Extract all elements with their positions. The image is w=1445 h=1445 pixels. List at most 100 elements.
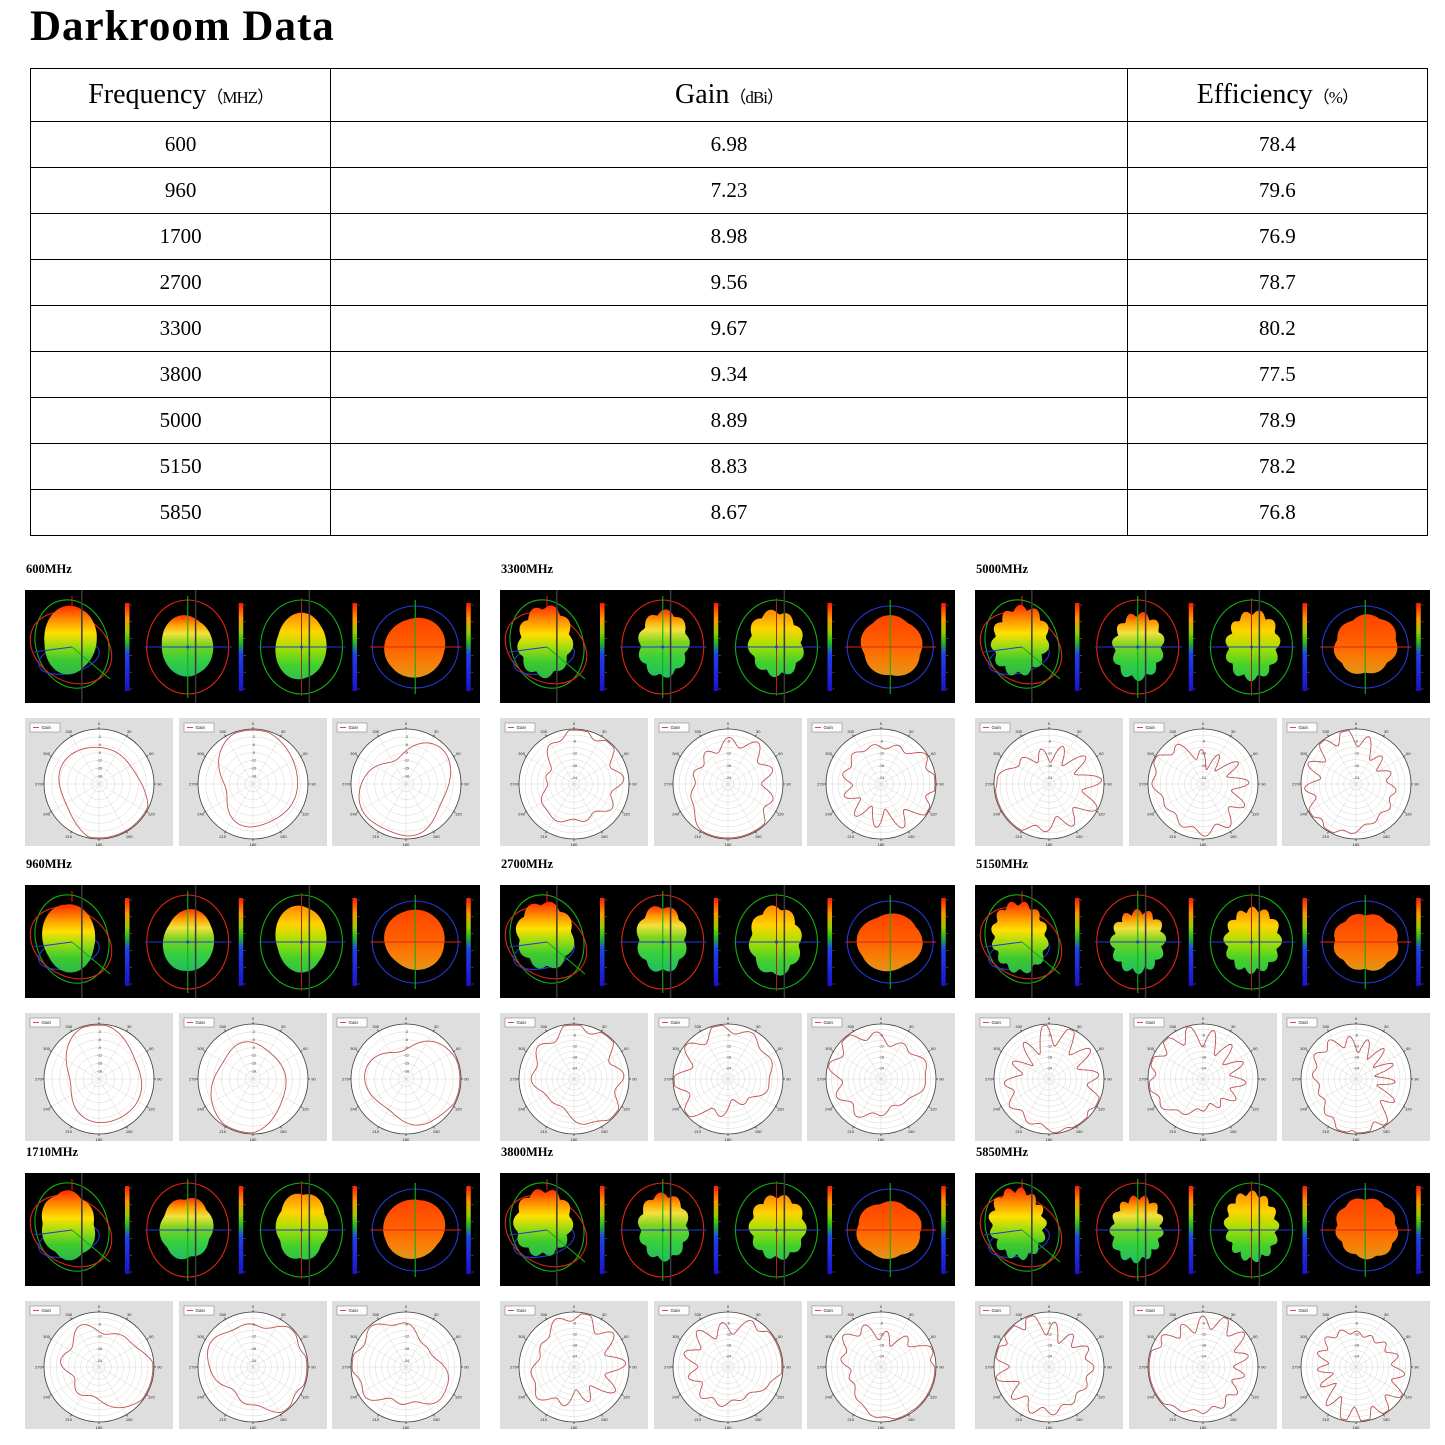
- svg-text:30: 30: [602, 1024, 607, 1029]
- svg-text:270: 270: [817, 1364, 824, 1369]
- svg-text:Gain: Gain: [992, 1308, 1002, 1313]
- polar-plot-1: -6 -12 -18 -24 0 30 60 90 120 150 180 210 240 270 300 3…: [25, 1301, 173, 1429]
- svg-text:0: 0: [573, 1304, 576, 1309]
- colorbar: [238, 603, 244, 691]
- svg-text:-18: -18: [404, 1069, 409, 1073]
- polar-plot-1: -6 -12 -18 -24 0 30 60 90 120 150 180 210 240 270 300 3…: [975, 1301, 1123, 1429]
- svg-text:60: 60: [1253, 751, 1258, 756]
- svg-text:180: 180: [878, 1137, 885, 1141]
- svg-text:330: 330: [1322, 729, 1329, 734]
- svg-text:150: 150: [279, 1129, 286, 1134]
- svg-text:-6: -6: [573, 1033, 576, 1037]
- svg-text:-24: -24: [879, 1354, 884, 1358]
- svg-text:240: 240: [350, 1107, 357, 1112]
- polar-plot-3: -6-12-18-2403060901201501802102402703003…: [807, 1301, 955, 1429]
- svg-text:150: 150: [1383, 1417, 1390, 1422]
- header-label: Efficiency: [1196, 79, 1313, 110]
- svg-text:-6: -6: [1048, 740, 1051, 744]
- svg-text:60: 60: [931, 751, 936, 756]
- svg-text:60: 60: [1253, 1334, 1258, 1339]
- pattern-group-960mhz: 960MHz -3 -6 -9 -12 -15 -18 0 30 60 90 120 150 180 210…: [25, 858, 480, 1143]
- svg-text:120: 120: [1252, 1395, 1259, 1400]
- polar-legend: Gain: [658, 722, 689, 733]
- svg-text:150: 150: [601, 1417, 608, 1422]
- svg-text:90: 90: [939, 781, 944, 786]
- svg-text:270: 270: [664, 1364, 671, 1369]
- svg-text:90: 90: [1261, 1076, 1266, 1081]
- svg-text:-24: -24: [879, 776, 884, 780]
- svg-text:330: 330: [219, 729, 226, 734]
- svg-text:330: 330: [694, 1024, 701, 1029]
- svg-text:150: 150: [1076, 1417, 1083, 1422]
- svg-text:30: 30: [909, 1024, 914, 1029]
- svg-text:330: 330: [219, 1024, 226, 1029]
- svg-text:0: 0: [251, 1016, 254, 1021]
- svg-text:180: 180: [403, 842, 410, 846]
- svg-text:330: 330: [1169, 1024, 1176, 1029]
- svg-text:60: 60: [624, 1334, 629, 1339]
- svg-text:-6: -6: [573, 740, 576, 744]
- svg-text:210: 210: [540, 1129, 547, 1134]
- svg-text:-18: -18: [404, 1347, 409, 1351]
- svg-text:-18: -18: [725, 1343, 730, 1347]
- svg-text:-24: -24: [1047, 776, 1052, 780]
- svg-text:120: 120: [1098, 1395, 1105, 1400]
- svg-text:0: 0: [251, 1304, 254, 1309]
- svg-text:210: 210: [65, 1417, 72, 1422]
- svg-text:150: 150: [433, 834, 440, 839]
- svg-text:240: 240: [1300, 812, 1307, 817]
- svg-text:Gain: Gain: [195, 1308, 205, 1313]
- polar-trace: [540, 729, 625, 823]
- svg-text:300: 300: [1147, 751, 1154, 756]
- polar-trace: [995, 1315, 1095, 1416]
- svg-text:180: 180: [96, 1425, 103, 1429]
- colorbar: [1188, 1186, 1194, 1274]
- svg-text:90: 90: [939, 1364, 944, 1369]
- polar-plot-2: -6-12-18-2403060901201501802102402703003…: [178, 1301, 327, 1429]
- pattern-frequency-label: 3300MHz: [501, 562, 554, 576]
- svg-text:Gain: Gain: [1145, 725, 1155, 730]
- svg-text:60: 60: [303, 1334, 308, 1339]
- header-unit: （%）: [1312, 88, 1359, 107]
- svg-text:210: 210: [540, 1417, 547, 1422]
- svg-text:210: 210: [219, 834, 226, 839]
- polar-legend: Gain: [1286, 1305, 1318, 1316]
- svg-text:90: 90: [464, 1364, 469, 1369]
- colorbar: [941, 1186, 946, 1274]
- svg-text:270: 270: [985, 781, 992, 786]
- svg-text:-24: -24: [725, 776, 730, 780]
- svg-text:270: 270: [510, 1364, 517, 1369]
- polar-trace: [1148, 1026, 1246, 1116]
- svg-text:Gain: Gain: [517, 725, 527, 730]
- svg-text:-12: -12: [250, 1054, 255, 1058]
- polar-trace: [673, 1025, 773, 1118]
- svg-text:270: 270: [189, 781, 196, 786]
- svg-text:-6: -6: [880, 740, 883, 744]
- polar-legend: Gain: [1133, 1305, 1164, 1316]
- svg-text:270: 270: [1139, 1364, 1146, 1369]
- svg-text:-18: -18: [404, 774, 409, 778]
- frequency-cell: 600: [29, 121, 332, 168]
- svg-text:330: 330: [847, 1024, 854, 1029]
- svg-text:180: 180: [571, 1425, 578, 1429]
- svg-text:-24: -24: [1354, 1354, 1359, 1358]
- svg-text:330: 330: [1015, 1024, 1022, 1029]
- svg-text:30: 30: [756, 1312, 761, 1317]
- svg-text:210: 210: [65, 1129, 72, 1134]
- svg-text:-18: -18: [1047, 764, 1052, 768]
- svg-text:270: 270: [35, 781, 42, 786]
- polar-plot-3: -6-12-18-2403060901201501802102402703003…: [807, 718, 955, 846]
- polar-legend: Gain: [1286, 722, 1318, 733]
- svg-text:-6: -6: [726, 1033, 729, 1037]
- polar-plot-2: -3 -6 -9 -12 -15 -18 0 30 60 90 120 150 180 210 240 270…: [178, 718, 327, 846]
- polar-plot-3: -6-12-18-2403060901201501802102402703003…: [807, 1013, 955, 1141]
- polar-plot-3: -6-12-18-2403060901201501802102402703003…: [1282, 1013, 1430, 1141]
- polar-legend: Gain: [811, 722, 843, 733]
- svg-text:Gain: Gain: [42, 1020, 52, 1025]
- svg-text:-18: -18: [725, 1055, 730, 1059]
- svg-text:240: 240: [518, 1395, 525, 1400]
- polar-plot-1: -3 -6 -9 -12 -15 -18 0 30 60 90 120 150 180 210 240 270…: [25, 1013, 173, 1141]
- svg-text:30: 30: [1384, 1024, 1389, 1029]
- svg-text:210: 210: [1015, 1417, 1022, 1422]
- svg-text:90: 90: [786, 781, 791, 786]
